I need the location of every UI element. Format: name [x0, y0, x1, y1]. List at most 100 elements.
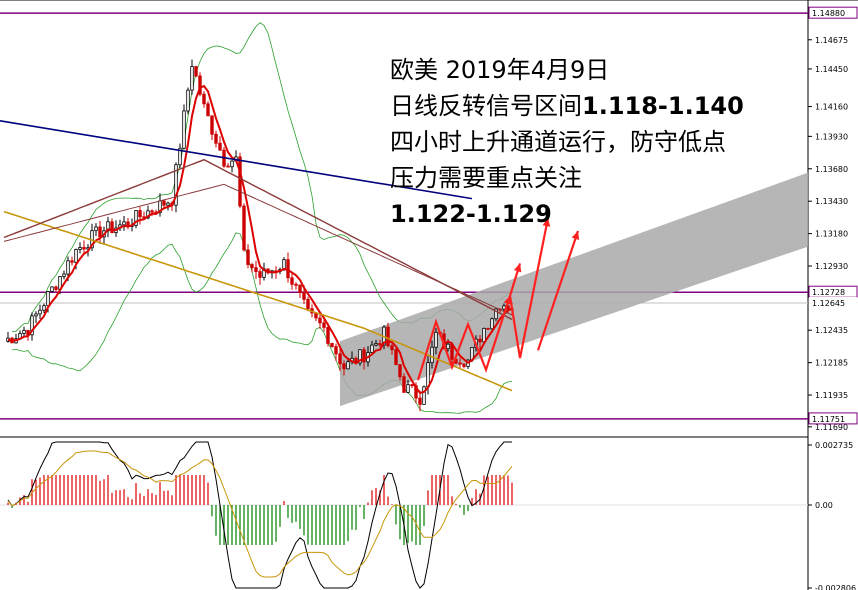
price-tick-label: 1.11935 [815, 391, 848, 400]
annotation-line-5: 1.122-1.129 [390, 200, 552, 228]
candle-body [162, 200, 166, 206]
ma-slow-brown-2 [3, 183, 513, 316]
candle-body [174, 164, 178, 206]
candle-body [402, 376, 406, 393]
support-level-tag-box [808, 412, 858, 425]
candle-body [358, 349, 362, 364]
downtrend-line [0, 120, 473, 200]
resistance-level-tag-label: 1.12728 [812, 288, 845, 297]
candle-body [54, 286, 58, 290]
price-tick-label: 1.13680 [815, 165, 848, 174]
candle-body [66, 260, 70, 275]
price-tick-label: 1.12435 [815, 326, 848, 335]
macd-panel [0, 441, 808, 589]
axis-ticks: 1.14675 1.14450 1.14160 1.13930 1.13680 1.134… [808, 6, 858, 590]
candle-body [406, 384, 410, 393]
candle-body [166, 202, 170, 206]
candle-body [486, 327, 490, 330]
candle-body [62, 273, 66, 277]
candle-body [34, 313, 38, 317]
price-tick-label: 1.14160 [815, 103, 848, 112]
candle-body [98, 226, 102, 238]
annotation-line-2-range: 1.118-1.140 [582, 92, 744, 120]
ma-fast [7, 84, 513, 395]
arrow-up-1 [508, 217, 550, 359]
annotation-line-2-text: 日线反转信号区间 [390, 92, 582, 120]
candle-body [182, 110, 186, 149]
price-tick-label: 1.13430 [815, 197, 848, 206]
price-tick-label: 1.13180 [815, 230, 848, 239]
candle-body [230, 160, 234, 168]
candle-body [254, 267, 258, 273]
current-price-tag-box [809, 296, 857, 308]
macd-line [7, 441, 512, 589]
candle-body [122, 221, 126, 226]
candle-body [126, 221, 130, 227]
candle-body [482, 327, 486, 343]
candle-body [386, 326, 390, 347]
chart-annotation: 欧美 2019年4月9日 日线反转信号区间1.118-1.140 四小时上升通道… [390, 52, 744, 232]
candle-body [422, 386, 426, 405]
candle-body [138, 210, 142, 218]
candle-body [430, 346, 434, 364]
candle-body [458, 362, 462, 365]
arrow-zigzag [416, 295, 512, 381]
candle-body [42, 305, 46, 311]
top-level-tag-box [808, 6, 858, 19]
candle-body [94, 226, 98, 232]
bollinger-lower [11, 232, 513, 414]
candle-body [378, 343, 382, 346]
candle-body [374, 343, 378, 346]
candle-body [326, 327, 330, 344]
candle-body [38, 309, 42, 315]
price-tick-label: 1.11690 [815, 423, 848, 432]
annotation-line-4: 压力需要重点关注 [390, 164, 582, 192]
candle-body [294, 283, 298, 286]
projection-arrows [416, 217, 580, 381]
candle-body [210, 115, 214, 135]
price-tick-label: 1.12930 [815, 262, 848, 271]
price-tick-label: 1.14675 [815, 36, 848, 45]
candle-body [238, 156, 242, 207]
candle-body [478, 338, 482, 343]
price-tick-label: 1.13930 [815, 132, 848, 141]
candle-body [134, 210, 138, 226]
candle-body [426, 362, 430, 388]
annotation-line-1: 欧美 2019年4月9日 [390, 56, 610, 84]
candle-body [206, 103, 210, 117]
arrow-up-1-head [542, 218, 551, 227]
arrow-up-3 [536, 230, 580, 351]
candle-body [462, 363, 466, 367]
indicator-tick-label: 0.00 [815, 501, 833, 510]
candle-body [74, 249, 78, 263]
ma-slow-gold [3, 210, 513, 392]
candle-body [318, 317, 322, 324]
candle-body [194, 66, 198, 77]
arrow-up-2-head [513, 263, 522, 273]
candle-body [410, 384, 414, 387]
arrow-up-3-head [571, 231, 580, 240]
ma-slow-brown [3, 158, 513, 321]
candle-body [186, 89, 190, 112]
candle-body [346, 361, 350, 370]
candle-body [242, 205, 246, 251]
candle-body [22, 329, 26, 334]
candle-body [322, 322, 326, 328]
candle-body [190, 66, 194, 91]
candle-body [306, 298, 310, 310]
signal-line [7, 450, 513, 578]
indicator-tick-label: 0.002735 [815, 441, 853, 450]
candle-body [150, 210, 154, 213]
candle-body [46, 291, 50, 307]
candle-body [226, 165, 230, 168]
candle-body [494, 308, 498, 320]
candle-body [110, 221, 114, 234]
candle-body [362, 349, 366, 363]
candle-body [82, 247, 86, 250]
candle-body [202, 93, 206, 105]
candle-body [30, 315, 34, 336]
candle-body [334, 346, 338, 355]
candle-body [394, 349, 398, 365]
price-tick-label: 1.14450 [815, 65, 848, 74]
